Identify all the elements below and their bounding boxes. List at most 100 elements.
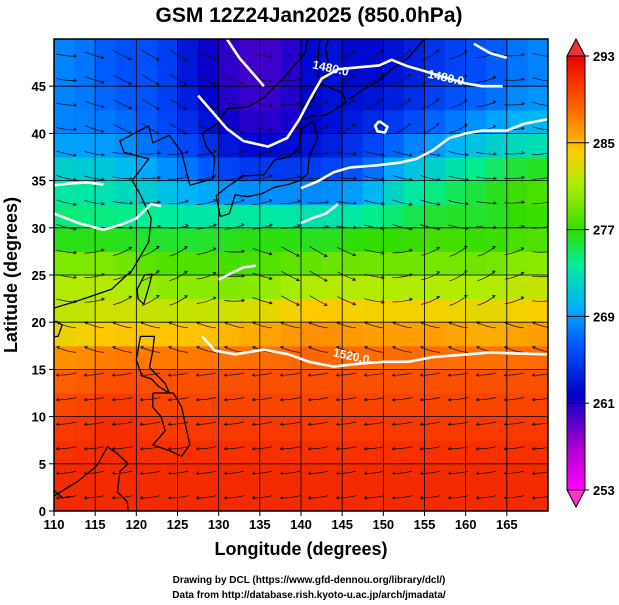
- streamline-arrowhead: [409, 297, 414, 302]
- field-cell: [465, 487, 487, 511]
- streamline: [504, 201, 525, 204]
- streamline: [421, 247, 440, 256]
- field-cell: [156, 322, 179, 347]
- field-cell: [301, 275, 323, 300]
- streamline: [56, 446, 77, 450]
- field-cell: [95, 345, 117, 370]
- field-cell: [527, 463, 548, 488]
- field-cell: [445, 298, 467, 323]
- field-cell: [424, 204, 446, 229]
- streamline: [392, 372, 413, 376]
- streamline: [112, 346, 132, 353]
- x-tick-label: 145: [331, 517, 353, 532]
- streamline-arrowhead: [435, 123, 440, 127]
- field-cell: [403, 322, 426, 347]
- streamline: [476, 446, 497, 450]
- field-cell: [362, 416, 384, 441]
- field-cell: [198, 157, 220, 182]
- streamline-arrowhead: [269, 198, 273, 203]
- streamline: [169, 49, 187, 61]
- streamline-arrowhead: [155, 270, 160, 274]
- field-cell: [54, 157, 76, 182]
- field-cell: [198, 298, 220, 323]
- field-cell: [280, 62, 302, 87]
- y-tick-label: 25: [32, 268, 46, 283]
- streamline: [476, 76, 497, 83]
- streamline: [420, 150, 441, 156]
- streamline-arrowhead: [268, 301, 273, 305]
- field-cell: [403, 251, 426, 276]
- field-cell: [218, 345, 240, 370]
- x-tick-label: 150: [372, 517, 394, 532]
- streamline-arrowhead: [73, 127, 78, 132]
- streamline-arrowhead: [436, 246, 441, 251]
- streamline: [532, 496, 548, 499]
- field-cell: [424, 227, 446, 252]
- streamline-arrowhead: [550, 250, 553, 253]
- streamline: [196, 446, 217, 450]
- field-cell: [486, 251, 508, 276]
- streamline: [252, 199, 273, 205]
- field-cell: [527, 345, 548, 370]
- field-cell: [527, 487, 548, 511]
- field-cell: [362, 322, 384, 347]
- streamline-arrowhead: [352, 252, 357, 257]
- streamline-arrowhead: [447, 446, 452, 451]
- streamline: [421, 98, 440, 110]
- streamline-arrowhead: [353, 201, 358, 205]
- field-cell: [239, 251, 261, 276]
- field-cell: [54, 62, 76, 87]
- field-cell: [54, 298, 76, 323]
- streamline-arrowhead: [184, 246, 188, 250]
- streamline-arrowhead: [521, 102, 526, 106]
- streamline-arrowhead: [128, 246, 133, 250]
- field-cell: [506, 369, 529, 394]
- streamline-arrowhead: [381, 177, 385, 181]
- asia-mainland-coast: [54, 39, 309, 309]
- field-cell: [486, 39, 508, 64]
- streamline-arrowhead: [325, 200, 330, 204]
- streamline: [448, 151, 469, 156]
- field-cell: [280, 157, 302, 182]
- streamline-arrowhead: [419, 471, 424, 475]
- streamline-arrowhead: [521, 200, 526, 204]
- colorbar-tick-label: 277: [593, 223, 615, 238]
- streamline-arrowhead: [492, 295, 496, 299]
- field-cell: [198, 416, 220, 441]
- field-cell: [424, 487, 446, 511]
- streamline-arrowhead: [195, 495, 200, 500]
- streamline-arrowhead: [492, 125, 497, 129]
- streamline-arrowhead: [307, 422, 312, 426]
- streamline-arrowhead: [83, 446, 88, 451]
- streamline: [112, 372, 133, 376]
- streamline-arrowhead: [167, 373, 172, 377]
- x-axis-ticks: 110 115 120 125 130 135 140 145 150 155 160 165: [44, 511, 518, 532]
- field-cell: [54, 275, 76, 300]
- contour-line: [373, 120, 389, 134]
- field-cell: [424, 298, 446, 323]
- field-cell: [74, 322, 96, 347]
- streamline: [504, 127, 525, 130]
- field-cell: [445, 275, 467, 300]
- streamline: [421, 49, 440, 61]
- streamline: [532, 201, 548, 205]
- field-cell: [95, 86, 117, 111]
- field-cell: [95, 62, 117, 87]
- streamline: [336, 176, 357, 180]
- streamline-arrowhead: [465, 152, 469, 157]
- streamline-arrowhead: [223, 495, 228, 500]
- x-tick-label: 155: [414, 517, 436, 532]
- streamline: [364, 298, 385, 303]
- field-cell: [218, 157, 240, 182]
- streamline: [364, 446, 385, 450]
- field-cell: [403, 416, 426, 441]
- field-cell: [198, 251, 220, 276]
- field-cell: [259, 487, 282, 511]
- streamline: [392, 446, 413, 450]
- field-cell: [527, 39, 548, 64]
- streamline-arrowhead: [325, 100, 329, 104]
- streamline-arrowhead: [475, 446, 480, 451]
- streamline-arrowhead: [128, 271, 133, 275]
- contour-line: [54, 202, 162, 231]
- streamline-arrowhead: [550, 274, 553, 277]
